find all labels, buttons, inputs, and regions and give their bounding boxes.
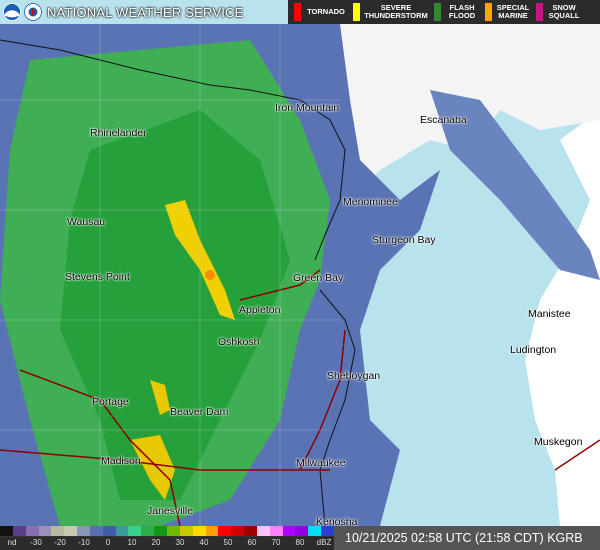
city-label: Manistee	[528, 308, 571, 320]
color-step	[115, 526, 129, 536]
tick-label: 10	[127, 538, 137, 547]
tick-label: 50	[223, 538, 233, 547]
city-label: Iron Mountain	[275, 102, 340, 114]
header: NATIONAL WEATHER SERVICE TORNADO SEVERE …	[0, 0, 600, 24]
severe-thunderstorm-swatch	[353, 3, 360, 21]
warning-label: SPECIAL MARINE	[496, 3, 530, 20]
color-step	[269, 526, 283, 536]
color-step	[128, 526, 142, 536]
city-label: Stevens Point	[65, 271, 130, 283]
tick-label: 70	[271, 538, 281, 547]
color-step	[192, 526, 206, 536]
color-step	[38, 526, 52, 536]
tick-label: 20	[151, 538, 161, 547]
color-step	[0, 526, 13, 536]
city-label: Sturgeon Bay	[372, 234, 436, 246]
tick-label: -30	[30, 538, 42, 547]
city-label: Ludington	[510, 344, 557, 356]
city-label: Muskegon	[534, 436, 583, 448]
reflectivity-ticks: nd -30 -20 -10 0 10 20 30 40 50 60 70 80 dBZ	[0, 537, 334, 550]
noaa-logo-icon	[3, 3, 21, 21]
color-step	[77, 526, 90, 536]
warning-snow-squall: SNOW SQUALL	[530, 0, 581, 24]
tick-label: 40	[199, 538, 209, 547]
reflectivity-color-bar	[0, 526, 334, 536]
warning-tornado: TORNADO	[288, 0, 347, 24]
color-step	[321, 526, 334, 536]
color-step	[231, 526, 245, 536]
color-step	[64, 526, 78, 536]
tick-label: 30	[175, 538, 185, 547]
color-step	[141, 526, 155, 536]
city-label: Green Bay	[293, 272, 344, 284]
city-label: Janesville	[147, 505, 194, 517]
color-step	[102, 526, 116, 536]
color-step	[205, 526, 219, 536]
timestamp: 10/21/2025 02:58 UTC (21:58 CDT) KGRB	[334, 526, 600, 550]
radar-echo-heavy	[130, 380, 175, 500]
color-step	[154, 526, 167, 536]
tick-label: -10	[78, 538, 90, 547]
warning-label: FLASH FLOOD	[448, 3, 476, 20]
footer: nd -30 -20 -10 0 10 20 30 40 50 60 70 80 dBZ 10/21/20…	[0, 526, 600, 550]
radar-echo-moderate-core	[60, 110, 290, 500]
color-step	[282, 526, 296, 536]
city-label: Appleton	[239, 304, 281, 316]
color-step	[218, 526, 232, 536]
tick-label: -20	[54, 538, 66, 547]
warning-label: TORNADO	[307, 7, 345, 16]
color-step	[51, 526, 65, 536]
color-step	[256, 526, 270, 536]
nws-logo-icon	[24, 3, 42, 21]
agency-name: NATIONAL WEATHER SERVICE	[47, 4, 244, 20]
city-label: Portage	[92, 396, 129, 408]
city-label: Beaver Dam	[170, 406, 229, 418]
special-marine-swatch	[485, 3, 492, 21]
warning-flash-flood: FLASH FLOOD	[428, 0, 479, 24]
county-lines	[0, 24, 340, 526]
michigan-land	[525, 110, 600, 526]
color-step	[179, 526, 193, 536]
city-label: Sheboygan	[327, 370, 381, 382]
color-step	[12, 526, 26, 536]
color-step	[166, 526, 180, 536]
tick-label: nd	[7, 538, 17, 547]
warning-severe-thunderstorm: SEVERE THUNDERSTORM	[347, 0, 428, 24]
warning-legend: TORNADO SEVERE THUNDERSTORM FLASH FLOOD …	[288, 0, 600, 24]
tick-label: 80	[295, 538, 305, 547]
city-label: Madison	[101, 455, 141, 467]
tornado-swatch	[294, 3, 301, 21]
color-step	[244, 526, 257, 536]
tick-label: 60	[247, 538, 257, 547]
tick-label: dBZ	[316, 538, 332, 547]
color-step	[308, 526, 322, 536]
nws-brand[interactable]: NATIONAL WEATHER SERVICE	[0, 0, 243, 24]
city-label: Oshkosh	[218, 336, 260, 348]
city-label: Rhinelander	[90, 127, 147, 139]
flash-flood-swatch	[434, 3, 441, 21]
snow-squall-swatch	[536, 3, 543, 21]
warning-special-marine: SPECIAL MARINE	[479, 0, 530, 24]
color-step	[89, 526, 103, 536]
city-label: Kenosha	[316, 516, 358, 528]
color-step	[25, 526, 39, 536]
warning-label: SNOW SQUALL	[548, 3, 580, 20]
warning-label: SEVERE THUNDERSTORM	[364, 3, 428, 20]
color-step	[295, 526, 309, 536]
city-label: Escanaba	[420, 114, 467, 126]
city-label: Milwaukee	[296, 457, 346, 469]
city-label: Menominee	[343, 196, 398, 208]
interstate-highway	[19, 269, 600, 527]
radar-echo-intense	[205, 270, 215, 280]
city-label: Wausau	[67, 216, 106, 228]
radar-echo-lake	[430, 90, 600, 280]
tick-label: 0	[105, 538, 111, 547]
